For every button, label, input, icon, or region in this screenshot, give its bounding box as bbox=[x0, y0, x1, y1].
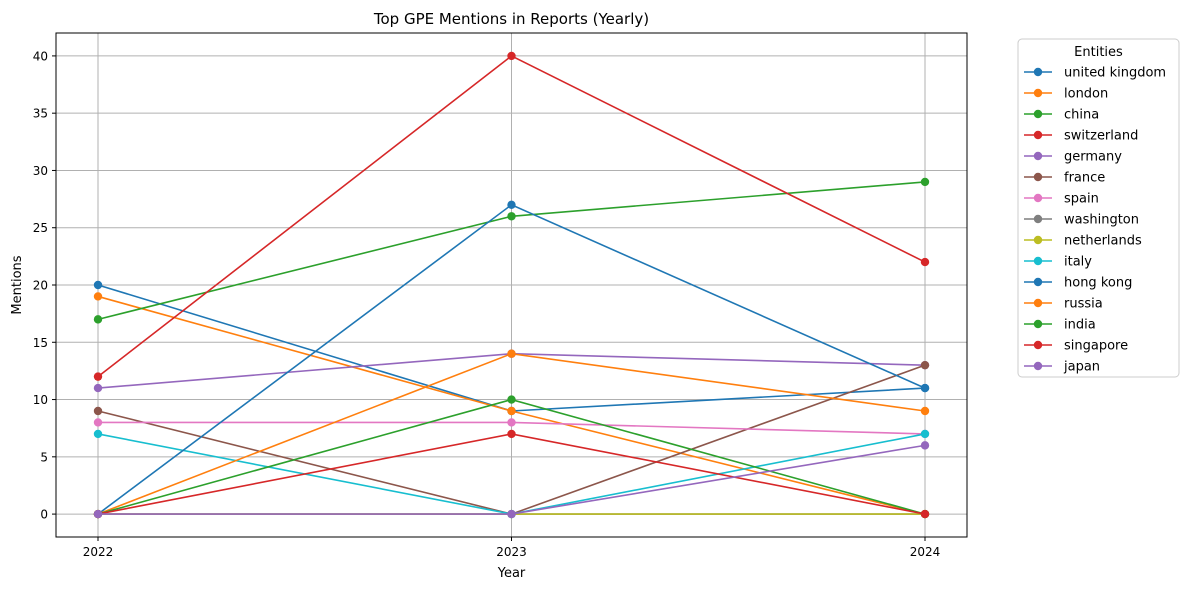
legend-label: switzerland bbox=[1064, 129, 1138, 144]
y-tick-label: 10 bbox=[33, 393, 48, 407]
legend-item-france: france bbox=[1024, 171, 1105, 186]
x-tick-label: 2022 bbox=[83, 545, 114, 559]
legend-label: germany bbox=[1064, 150, 1122, 165]
data-point-russia bbox=[507, 349, 516, 358]
data-point-singapore bbox=[507, 429, 516, 439]
legend-swatch-marker bbox=[1033, 67, 1043, 77]
data-point-germany bbox=[93, 383, 103, 393]
legend-item-united-kingdom: united kingdom bbox=[1024, 66, 1166, 81]
data-point-switzerland bbox=[93, 372, 103, 381]
data-point-russia bbox=[920, 406, 930, 416]
legend-label: japan bbox=[1063, 360, 1100, 375]
x-axis-label: Year bbox=[497, 566, 526, 581]
legend-swatch-marker bbox=[1033, 256, 1043, 266]
legend-item-india: india bbox=[1024, 318, 1096, 333]
legend-swatch-marker bbox=[1033, 193, 1043, 203]
legend-label: italy bbox=[1064, 255, 1092, 270]
legend-label: london bbox=[1064, 87, 1108, 102]
legend-swatch-marker bbox=[1033, 130, 1043, 140]
data-point-china bbox=[920, 177, 930, 187]
data-point-singapore bbox=[920, 509, 930, 519]
legend-swatch-marker bbox=[1033, 109, 1043, 119]
data-point-france bbox=[920, 360, 930, 370]
legend-title: Entities bbox=[1074, 45, 1123, 60]
data-point-china bbox=[507, 212, 516, 221]
data-point-spain bbox=[93, 418, 103, 427]
legend-item-spain: spain bbox=[1024, 192, 1099, 207]
series-lines bbox=[93, 51, 930, 519]
legend-swatch-marker bbox=[1033, 319, 1043, 329]
legend-swatch-marker bbox=[1033, 277, 1043, 287]
legend-item-japan: japan bbox=[1024, 360, 1100, 375]
legend-label: france bbox=[1064, 171, 1105, 186]
data-point-hong-kong bbox=[507, 200, 516, 210]
legend-swatch-marker bbox=[1033, 214, 1043, 224]
data-point-switzerland bbox=[507, 51, 516, 61]
legend-item-russia: russia bbox=[1024, 297, 1103, 312]
legend-item-singapore: singapore bbox=[1024, 339, 1128, 354]
legend-label: united kingdom bbox=[1064, 66, 1166, 81]
y-tick-label: 30 bbox=[33, 164, 48, 178]
y-tick-label: 0 bbox=[40, 508, 48, 522]
legend-label: china bbox=[1064, 108, 1099, 123]
data-point-spain bbox=[507, 418, 516, 427]
data-point-italy bbox=[93, 429, 103, 439]
legend-swatch-marker bbox=[1033, 235, 1043, 245]
legend-item-washington: washington bbox=[1024, 213, 1139, 228]
data-point-france bbox=[93, 406, 103, 416]
legend-label: spain bbox=[1064, 192, 1099, 207]
data-point-hong-kong bbox=[920, 383, 930, 393]
data-point-london bbox=[507, 406, 516, 416]
legend-item-netherlands: netherlands bbox=[1024, 234, 1142, 249]
legend-item-china: china bbox=[1024, 108, 1099, 123]
data-point-united-kingdom bbox=[93, 280, 103, 290]
legend-swatch-marker bbox=[1033, 88, 1043, 98]
x-tick-label: 2023 bbox=[496, 545, 527, 559]
legend-item-hong-kong: hong kong bbox=[1024, 276, 1132, 291]
legend-label: russia bbox=[1064, 297, 1103, 312]
legend-item-london: london bbox=[1024, 87, 1108, 102]
data-point-china bbox=[93, 315, 103, 324]
legend-box bbox=[1017, 38, 1180, 378]
y-tick-label: 25 bbox=[33, 221, 48, 235]
data-point-japan bbox=[93, 509, 103, 519]
y-tick-label: 15 bbox=[33, 336, 48, 350]
chart-title: Top GPE Mentions in Reports (Yearly) bbox=[373, 10, 649, 28]
y-tick-label: 35 bbox=[33, 107, 48, 121]
axis-ticks: 0 5 10 15 20 25 30 35 40 2022 2023 2024 bbox=[33, 49, 941, 559]
data-point-italy bbox=[920, 429, 930, 439]
legend-label: hong kong bbox=[1064, 276, 1132, 291]
data-point-japan bbox=[507, 509, 516, 519]
y-tick-label: 40 bbox=[33, 49, 48, 63]
legend-swatch-marker bbox=[1033, 298, 1043, 308]
legend-items: united kingdom london china switzerland germ… bbox=[1024, 66, 1166, 375]
legend-label: singapore bbox=[1064, 339, 1128, 354]
legend-item-italy: italy bbox=[1024, 255, 1092, 270]
legend-swatch-marker bbox=[1033, 172, 1043, 182]
legend-label: netherlands bbox=[1064, 234, 1142, 249]
data-point-india bbox=[507, 395, 516, 404]
y-axis-label: Mentions bbox=[10, 255, 25, 314]
y-tick-label: 5 bbox=[40, 450, 48, 464]
legend-swatch-marker bbox=[1033, 361, 1043, 371]
data-point-london bbox=[93, 292, 103, 301]
series-switzerland bbox=[93, 51, 930, 381]
series-japan bbox=[93, 441, 930, 519]
legend-swatch-marker bbox=[1033, 340, 1043, 350]
legend-item-germany: germany bbox=[1024, 150, 1122, 165]
legend-label: india bbox=[1064, 318, 1096, 333]
y-tick-label: 20 bbox=[33, 279, 48, 293]
legend: Entities united kingdom london china switze… bbox=[1017, 38, 1180, 378]
legend-item-switzerland: switzerland bbox=[1024, 129, 1138, 144]
data-point-japan bbox=[920, 441, 930, 450]
legend-swatch-marker bbox=[1033, 151, 1043, 161]
x-tick-label: 2024 bbox=[910, 545, 941, 559]
legend-label: washington bbox=[1064, 213, 1139, 228]
data-point-switzerland bbox=[920, 257, 930, 267]
